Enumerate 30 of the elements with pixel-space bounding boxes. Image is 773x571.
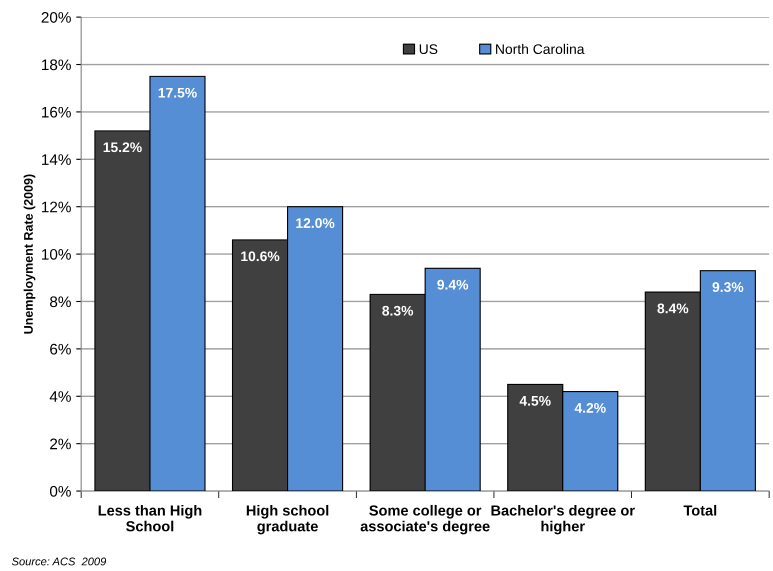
y-tick-label: 6% bbox=[50, 344, 71, 355]
x-tick-label: Bachelor's degree or higher bbox=[491, 504, 635, 534]
data-label: 9.4% bbox=[437, 280, 468, 290]
data-label: 9.3% bbox=[712, 282, 744, 292]
data-label: 8.3% bbox=[382, 306, 414, 316]
x-tick-label: Less than High School bbox=[98, 504, 202, 532]
data-label: 4.5% bbox=[520, 396, 551, 406]
x-tick-label: Total bbox=[684, 504, 716, 516]
y-tick-label: 10% bbox=[42, 248, 71, 260]
y-tick-label: 16% bbox=[42, 106, 71, 118]
y-tick-label: 12% bbox=[42, 202, 71, 212]
y-tick-label: 18% bbox=[42, 59, 71, 70]
y-tick-label: 2% bbox=[50, 438, 71, 450]
x-tick-label: High school graduate bbox=[246, 504, 328, 534]
data-label: 10.6% bbox=[241, 251, 280, 262]
y-tick-label: 14% bbox=[42, 154, 71, 165]
y-tick-label: 8% bbox=[50, 296, 71, 308]
data-label: 17.5% bbox=[158, 88, 197, 98]
source-note: Source: ACS 2009 bbox=[12, 558, 106, 566]
data-label: 12.0% bbox=[296, 218, 334, 228]
y-axis-title: Unemployment Rate (2009) bbox=[24, 174, 36, 334]
data-label: 15.2% bbox=[104, 142, 142, 152]
data-label: 4.2% bbox=[574, 403, 606, 413]
legend-label: US bbox=[420, 44, 438, 54]
legend-label: North Carolina bbox=[496, 44, 584, 54]
x-tick-label: Some college or associate's degree bbox=[360, 504, 490, 534]
y-tick-label: 4% bbox=[50, 391, 71, 402]
data-label: 8.4% bbox=[657, 303, 688, 314]
y-tick-label: 0% bbox=[50, 486, 71, 497]
y-tick-label: 20% bbox=[42, 12, 71, 23]
